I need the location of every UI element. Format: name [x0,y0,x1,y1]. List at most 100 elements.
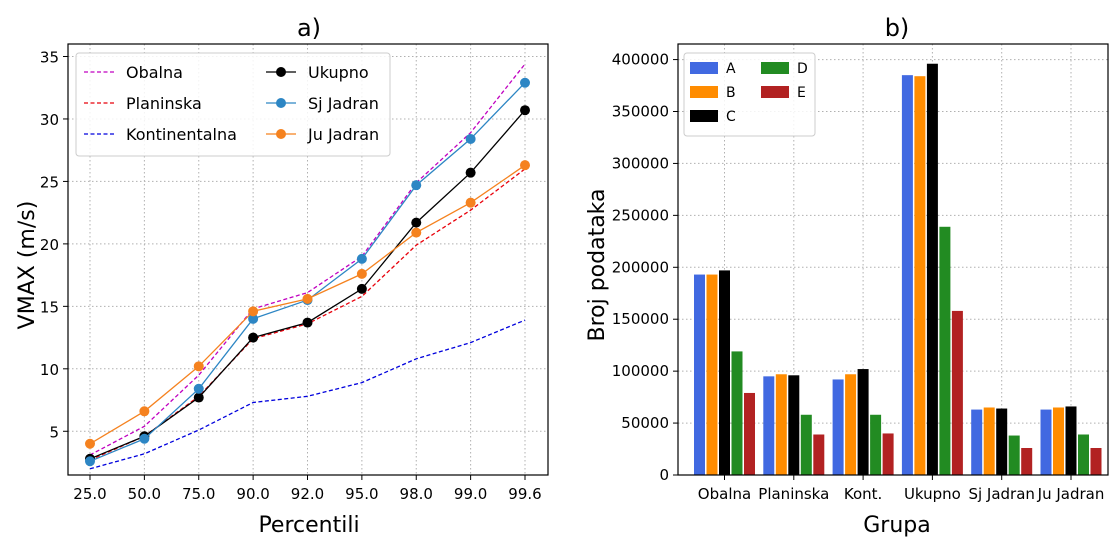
chart-b: b) Grupa Broj podataka 0 50000 100000 15000… [585,14,1109,538]
chart-b-xlabel: Grupa [863,513,930,538]
chart-b-ytick-label: 50000 [621,414,669,432]
chart-a-ytick-label: 20 [40,236,59,254]
bar-c [1065,406,1077,475]
bar-d [1008,435,1020,475]
bar-d [800,414,812,475]
bar-d [731,351,743,475]
series-point-sj-jadran [520,77,530,88]
chart-a-xtick-label: 95.0 [345,485,378,503]
chart-a-series [85,63,530,470]
series-point-ukupno [411,217,422,228]
legend-label: Ukupno [308,63,369,82]
chart-a-xlabel: Percentili [258,513,359,538]
legend-swatch-a [690,62,718,74]
legend-swatch-d [761,62,789,74]
series-point-ukupno [520,105,530,116]
chart-b-ytick-label: 150000 [612,310,669,328]
series-point-sj-jadran [248,313,259,324]
chart-a-xtick-label: 75.0 [182,485,215,503]
chart-a-ytick-label: 30 [40,111,59,129]
bar-e [813,434,825,475]
chart-a-ytick-label: 10 [40,361,59,379]
series-point-ukupno [248,332,259,343]
series-point-ju-jadran [465,197,476,208]
bar-e [744,392,755,475]
legend-label: Ju Jadran [307,125,379,144]
chart-b-ticks: 0 50000 100000 150000 200000 250000 300000 3500… [612,51,1105,503]
legend-label: Sj Jadran [308,94,379,113]
chart-b-ytick-label: 100000 [612,362,669,380]
series-point-ju-jadran [302,293,313,304]
chart-b-ytick-label: 300000 [612,154,669,172]
legend-marker [276,98,286,108]
series-point-ju-jadran [139,406,150,417]
chart-a-frame [67,43,549,476]
bar-e [882,433,894,475]
series-point-sj-jadran [139,433,150,444]
chart-a-xtick-label: 50.0 [128,485,161,503]
legend-marker [276,67,286,77]
bar-a [971,409,983,475]
chart-b-xtick-label: Sj Jadran [968,485,1034,503]
bar-b [845,374,857,475]
legend-swatch-c [690,110,718,122]
series-point-sj-jadran [193,383,204,394]
legend-label: B [726,85,736,101]
chart-b-ytick-label: 0 [659,466,669,484]
series-line-kontinentalna [89,319,526,470]
series-line-obalna [89,63,526,456]
chart-a-title: a) [297,14,321,42]
chart-a-ytick-label: 25 [40,173,59,191]
bar-b [775,374,787,475]
series-point-ukupno [465,167,476,178]
chart-b-xtick-label: Planinska [758,485,829,503]
chart-a-ylabel: VMAX (m/s) [15,201,40,330]
series-point-sj-jadran [465,133,476,144]
chart-a-xtick-label: 98.0 [400,485,433,503]
chart-a: a) Percentili VMAX (m/s) 25.0 50.0 75.0 90.… [15,14,549,538]
legend-label: Obalna [126,63,183,82]
series-point-ju-jadran [193,361,204,372]
chart-b-xtick-label: Ju Jadran [1037,485,1105,503]
bar-c [719,270,730,475]
series-point-ju-jadran [356,268,367,279]
bar-b [983,407,995,475]
bar-d [1078,434,1089,475]
chart-a-xtick-label: 90.0 [236,485,269,503]
chart-a-xtick-label: 99.0 [454,485,487,503]
bar-b [1053,407,1064,475]
chart-a-legend: Obalna Planinska Kontinentalna Ukupno Sj Jad… [75,52,391,157]
bar-a [694,274,705,475]
bar-e [1090,447,1102,475]
chart-b-ylabel: Broj podataka [585,188,610,341]
legend-label: A [726,61,736,77]
chart-b-ytick-label: 350000 [612,103,669,121]
chart-a-legend-box [75,52,391,157]
chart-b-bars [694,63,1102,476]
series-point-ju-jadran [85,438,95,449]
bar-c [857,369,869,475]
legend-label: Kontinentalna [126,125,237,144]
bar-a [832,379,844,475]
series-point-sj-jadran [85,456,95,467]
chart-a-xtick-label: 99.6 [508,485,541,503]
chart-b-xtick-label: Obalna [698,485,751,503]
chart-b-ytick-label: 200000 [612,258,669,276]
series-point-sj-jadran [356,253,367,264]
chart-a-ytick-label: 5 [49,423,59,441]
bar-d [870,414,882,475]
chart-a-ytick-label: 35 [40,48,59,66]
chart-b-title: b) [885,14,910,42]
series-point-ju-jadran [411,227,422,238]
bar-e [1021,447,1033,475]
series-point-ju-jadran [248,306,259,317]
bar-c [926,63,938,475]
chart-a-ytick-label: 15 [40,298,59,316]
chart-b-frame [677,43,1109,476]
legend-swatch-b [690,86,718,98]
chart-a-xtick-label: 92.0 [291,485,324,503]
legend-label: Planinska [126,94,202,113]
legend-label: E [797,85,806,101]
bar-b [706,274,718,475]
bar-a [1040,409,1052,475]
